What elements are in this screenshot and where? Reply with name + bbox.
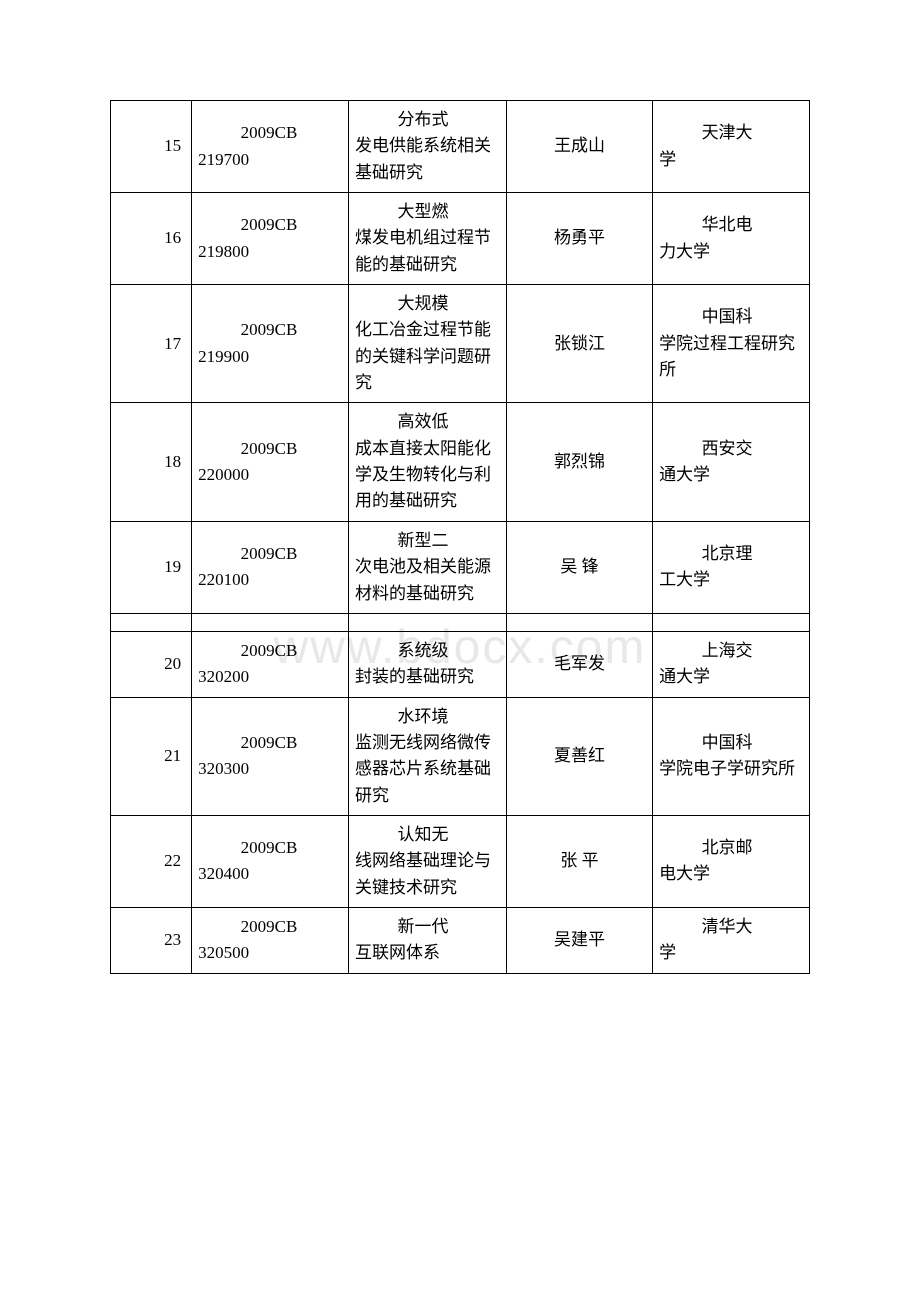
row-number: 18	[111, 403, 192, 521]
project-title: 新型二次电池及相关能源材料的基础研究	[349, 521, 507, 613]
organization: 中国科学院电子学研究所	[653, 697, 810, 815]
person-name: 郭烈锦	[507, 403, 653, 521]
person-name: 张 平	[507, 815, 653, 907]
project-title: 系统级封装的基础研究	[349, 631, 507, 697]
project-title: 高效低成本直接太阳能化学及生物转化与利用的基础研究	[349, 403, 507, 521]
organization: 华北电力大学	[653, 193, 810, 285]
row-number: 17	[111, 285, 192, 403]
project-code: 2009CB219800	[192, 193, 349, 285]
table-row: 202009CB320200系统级封装的基础研究毛军发上海交通大学	[111, 631, 810, 697]
row-number: 19	[111, 521, 192, 613]
projects-table: 152009CB219700分布式发电供能系统相关基础研究王成山天津大学1620…	[110, 100, 810, 974]
person-name: 吴建平	[507, 907, 653, 973]
person-name: 夏善红	[507, 697, 653, 815]
project-code: 2009CB219900	[192, 285, 349, 403]
project-code: 2009CB320200	[192, 631, 349, 697]
table-row: 212009CB320300水环境监测无线网络微传感器芯片系统基础研究夏善红中国…	[111, 697, 810, 815]
person-name: 毛军发	[507, 631, 653, 697]
organization: 北京理工大学	[653, 521, 810, 613]
gap-cell	[111, 613, 192, 631]
row-number: 23	[111, 907, 192, 973]
table-row: 172009CB219900大规模化工冶金过程节能的关键科学问题研究张锁江中国科…	[111, 285, 810, 403]
gap-cell	[507, 613, 653, 631]
project-title: 分布式发电供能系统相关基础研究	[349, 101, 507, 193]
project-code: 2009CB320400	[192, 815, 349, 907]
organization: 天津大学	[653, 101, 810, 193]
organization: 上海交通大学	[653, 631, 810, 697]
organization: 北京邮电大学	[653, 815, 810, 907]
organization: 清华大学	[653, 907, 810, 973]
project-code: 2009CB220000	[192, 403, 349, 521]
row-number: 21	[111, 697, 192, 815]
project-title: 水环境监测无线网络微传感器芯片系统基础研究	[349, 697, 507, 815]
row-number: 16	[111, 193, 192, 285]
project-title: 新一代互联网体系	[349, 907, 507, 973]
person-name: 王成山	[507, 101, 653, 193]
project-title: 认知无线网络基础理论与关键技术研究	[349, 815, 507, 907]
row-number: 20	[111, 631, 192, 697]
table-row: 192009CB220100新型二次电池及相关能源材料的基础研究吴 锋北京理工大…	[111, 521, 810, 613]
organization: 中国科学院过程工程研究所	[653, 285, 810, 403]
project-code: 2009CB220100	[192, 521, 349, 613]
person-name: 杨勇平	[507, 193, 653, 285]
table-row: 232009CB320500新一代互联网体系吴建平清华大学	[111, 907, 810, 973]
project-code: 2009CB219700	[192, 101, 349, 193]
table-row: 182009CB220000高效低成本直接太阳能化学及生物转化与利用的基础研究郭…	[111, 403, 810, 521]
project-title: 大型燃煤发电机组过程节能的基础研究	[349, 193, 507, 285]
gap-cell	[349, 613, 507, 631]
gap-cell	[653, 613, 810, 631]
table-row	[111, 613, 810, 631]
organization: 西安交通大学	[653, 403, 810, 521]
project-code: 2009CB320500	[192, 907, 349, 973]
row-number: 15	[111, 101, 192, 193]
project-title: 大规模化工冶金过程节能的关键科学问题研究	[349, 285, 507, 403]
person-name: 吴 锋	[507, 521, 653, 613]
row-number: 22	[111, 815, 192, 907]
table-row: 152009CB219700分布式发电供能系统相关基础研究王成山天津大学	[111, 101, 810, 193]
person-name: 张锁江	[507, 285, 653, 403]
project-code: 2009CB320300	[192, 697, 349, 815]
table-row: 162009CB219800大型燃煤发电机组过程节能的基础研究杨勇平华北电力大学	[111, 193, 810, 285]
table-row: 222009CB320400认知无线网络基础理论与关键技术研究张 平北京邮电大学	[111, 815, 810, 907]
gap-cell	[192, 613, 349, 631]
